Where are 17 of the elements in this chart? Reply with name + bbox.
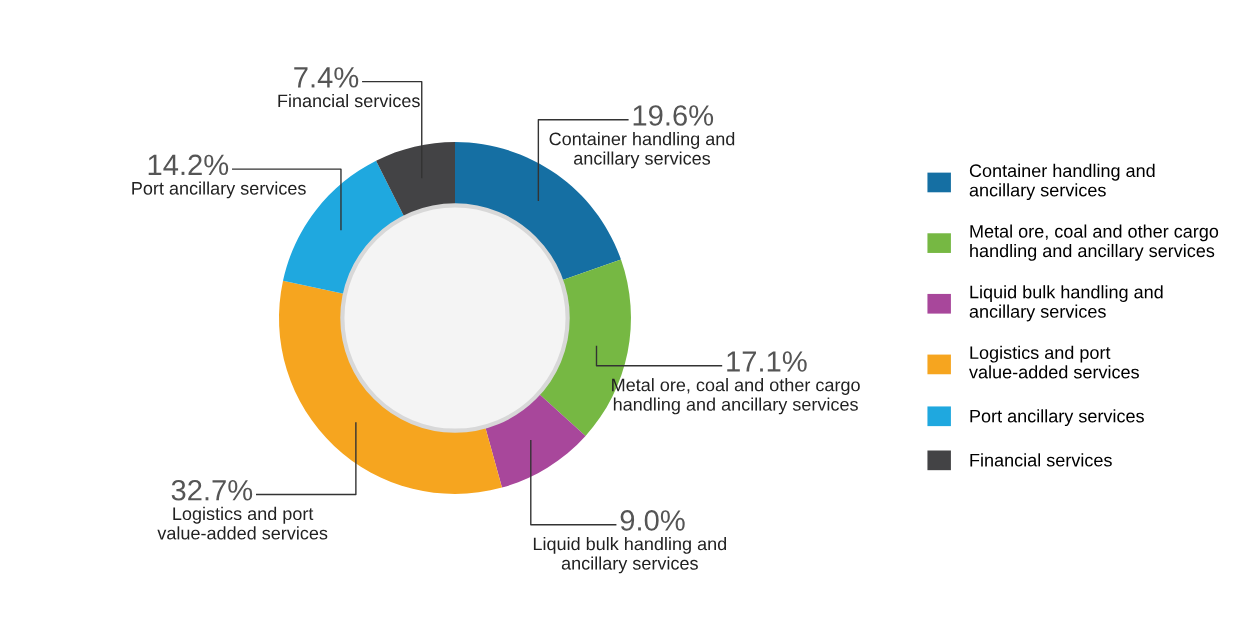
data-label: 19.6% [633,105,714,126]
legend-label: Port ancillary services [970,409,1144,427]
legend-label: Metal ore, coal and other cargo handling and ancillary services [970,224,1219,261]
legend-label: Liquid bulk handling and ancillary services [969,285,1163,322]
slice-label: Port ancillary services [132,181,306,199]
legend-label: Logistics and port value-added services [969,345,1139,379]
data-label: 32.7% [171,479,253,501]
data-label: 9.0% [620,510,685,531]
slice-label: Container handling and ancillary services [549,132,735,169]
data-label: 17.1% [727,351,807,372]
slice-label: Financial services [278,93,420,108]
slice-label: Liquid bulk handling and ancillary services [533,537,727,574]
data-label: 7.4% [294,67,359,88]
slice-label: Logistics and port value-added services [157,506,328,540]
legend-label: Container handling and ancillary services [969,163,1155,201]
legend-label: Financial services [970,453,1112,467]
data-label: 14.2% [148,154,229,176]
